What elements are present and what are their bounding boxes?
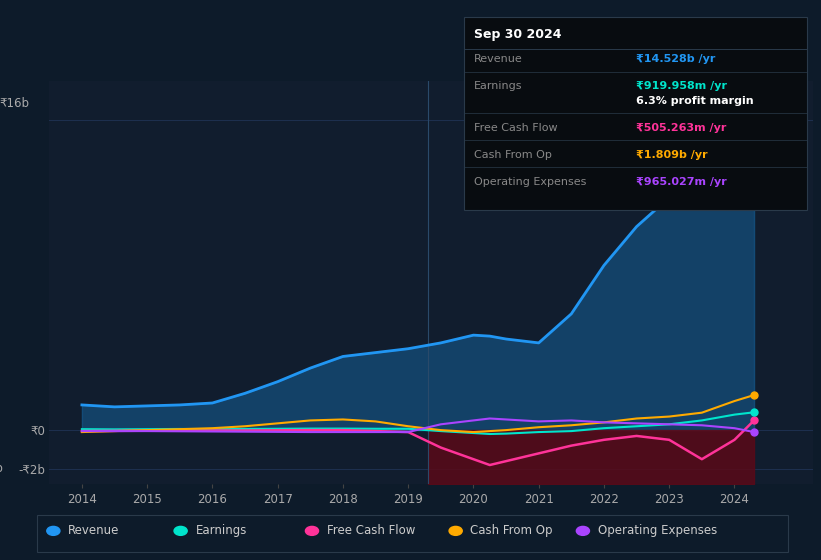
Text: ₹965.027m /yr: ₹965.027m /yr: [636, 177, 727, 186]
Text: Operating Expenses: Operating Expenses: [598, 524, 717, 538]
Text: ₹14.528b /yr: ₹14.528b /yr: [636, 54, 716, 64]
Text: Revenue: Revenue: [68, 524, 120, 538]
Text: ₹505.263m /yr: ₹505.263m /yr: [636, 123, 727, 133]
Text: Earnings: Earnings: [474, 81, 522, 91]
Text: ₹1.809b /yr: ₹1.809b /yr: [636, 150, 708, 160]
Text: Operating Expenses: Operating Expenses: [474, 177, 586, 186]
Text: ₹16b: ₹16b: [0, 97, 30, 110]
Text: ₹919.958m /yr: ₹919.958m /yr: [636, 81, 727, 91]
Text: Free Cash Flow: Free Cash Flow: [474, 123, 557, 133]
Text: Cash From Op: Cash From Op: [474, 150, 552, 160]
Text: Free Cash Flow: Free Cash Flow: [327, 524, 415, 538]
Text: -₹2b: -₹2b: [0, 463, 3, 475]
Text: 6.3% profit margin: 6.3% profit margin: [636, 96, 754, 106]
Text: Cash From Op: Cash From Op: [470, 524, 553, 538]
Text: Revenue: Revenue: [474, 54, 522, 64]
Text: Sep 30 2024: Sep 30 2024: [474, 29, 562, 41]
Text: Earnings: Earnings: [195, 524, 247, 538]
